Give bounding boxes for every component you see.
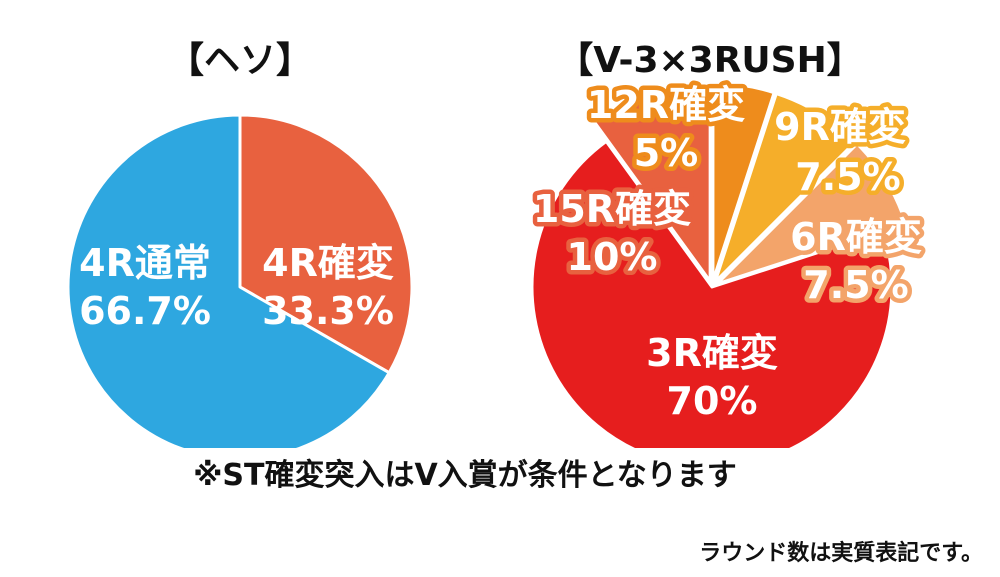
footer-note: ラウンド数は実質表記です。	[699, 540, 983, 566]
label-9r: 9R確変	[774, 105, 906, 149]
heso-pie	[66, 113, 414, 461]
condition-note: ※ST確変突入はV入賞が条件となります	[193, 458, 737, 493]
percent-15r: 10%	[567, 235, 658, 279]
percent-12r: 5%	[634, 131, 699, 175]
pie-slice-4r-kakuhen	[238, 113, 414, 375]
percent-4r-kakuhen: 33.3%	[262, 289, 394, 333]
pie-slice-15r-kakuhen	[592, 81, 712, 283]
label-15r: 15R確変	[533, 187, 691, 231]
percent-6r: 7.5%	[803, 263, 908, 307]
note-backdrop	[140, 448, 790, 496]
label-12r: 12R確変	[587, 83, 745, 127]
label-4r-normal: 4R通常	[79, 241, 211, 285]
label-3r: 3R確変	[646, 331, 778, 375]
percent-3r: 70%	[667, 379, 758, 423]
percent-9r: 7.5%	[795, 155, 900, 199]
label-4r-kakuhen: 4R確変	[262, 241, 394, 285]
pie-slice-12r-kakuhen	[711, 81, 776, 283]
pie-slice-6r-kakuhen	[715, 142, 907, 286]
pie-slice-4r-normal	[66, 113, 391, 461]
percent-4r-normal: 66.7%	[79, 289, 211, 333]
label-6r: 6R確変	[790, 215, 922, 259]
pie-slice-9r-kakuhen	[713, 92, 857, 284]
heso-title: 【ヘソ】	[168, 40, 312, 81]
rush-title: 【V-3×3RUSH】	[557, 40, 862, 81]
rush-pie	[530, 81, 907, 469]
